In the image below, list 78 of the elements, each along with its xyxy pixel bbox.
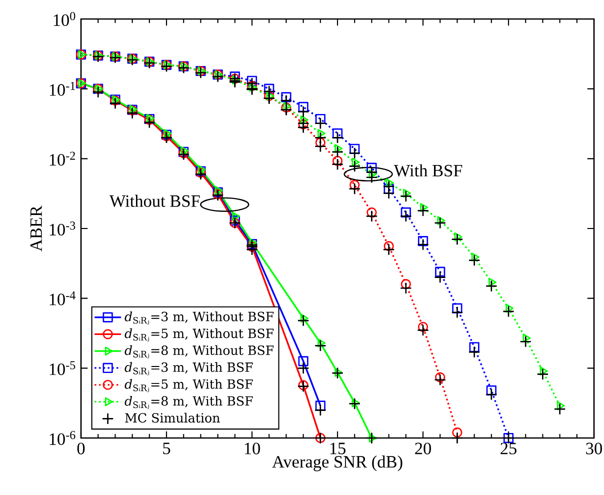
point [298,102,308,112]
point [249,238,258,247]
point [435,266,446,277]
x-tick-label: 0 [77,442,85,454]
point [386,178,394,188]
point [334,368,343,377]
point [318,128,326,138]
y-tick-label: 10$^{-5}$ [50,361,76,376]
y-tick-label: 10$^{0}$ [54,12,76,26]
point [300,314,308,323]
point [471,252,480,262]
point [318,338,326,348]
y-tick-label: 10$^{-3}$ [50,222,76,236]
point [146,57,154,66]
point [366,207,377,218]
point [352,158,360,167]
point [488,278,496,287]
point [315,138,326,148]
point [368,434,377,442]
point [352,398,360,408]
point [281,92,292,102]
point [350,180,360,190]
point [368,170,377,179]
annotation: Without BSF [109,194,200,208]
x-axis-title: Average SNR (dB) [272,456,402,472]
point [556,401,565,410]
point [198,165,206,174]
point [435,372,446,382]
point [246,76,258,86]
point [164,128,172,138]
x-tick-label: 25 [500,442,516,454]
point [334,144,343,153]
y-tick-label: 10$^{-1}$ [50,82,75,96]
x-tick-label: 30 [586,442,602,454]
legend-label: d$_{SᵢRⱼ}$=3 m, With BSF [124,362,253,376]
point [214,186,223,195]
point [78,50,86,59]
point [486,385,496,396]
y-tick-label: 10$^{-2}$ [50,152,75,166]
point [300,115,308,124]
point [78,78,86,88]
point [418,236,428,246]
point [400,207,411,218]
point [164,60,172,70]
x-tick-label: 10 [244,442,260,454]
point [264,84,274,94]
legend-label: MC Simulation [125,412,220,423]
legend-label: d$_{SᵢRⱼ}$=5 m, Without BSF [124,328,274,342]
x-tick-label: 15 [330,442,346,454]
legend-label: d$_{SᵢRⱼ}$=8 m, With BSF [124,396,253,410]
y-axis-title: ABER [30,205,42,252]
point [452,303,462,314]
point [298,356,308,366]
x-tick-label: 20 [415,442,431,454]
legend-label: d$_{SᵢRⱼ}$=3 m, Without BSF [124,312,274,325]
point [230,215,240,226]
point [506,304,514,313]
legend-label: d$_{SᵢRⱼ}$=5 m, With BSF [124,379,253,392]
point [146,114,154,123]
point [400,279,411,290]
point [522,334,531,343]
point [540,366,548,376]
point [232,212,240,221]
point [454,232,462,242]
point [418,322,428,332]
x-tick-label: 5 [163,442,170,454]
legend-label: d$_{SᵢRⱼ}$=8 m, Without BSF [124,345,274,358]
point [452,427,462,438]
point [384,241,394,252]
point [469,342,480,352]
point [332,156,343,166]
point [249,82,258,92]
y-tick-label: 10$^{-4}$ [50,291,76,306]
point [420,203,428,212]
y-tick-label: 10$^{-6}$ [50,431,76,445]
point [403,188,411,198]
annotation: With BSF [394,164,462,177]
point [437,216,446,226]
